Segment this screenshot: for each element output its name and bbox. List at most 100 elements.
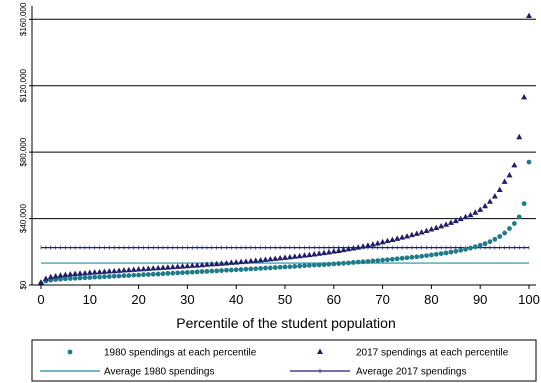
point-1980 [214, 268, 220, 274]
point-2017 [125, 266, 132, 273]
point-2017 [47, 273, 54, 280]
point-2017 [379, 238, 386, 245]
point-1980 [219, 268, 224, 273]
point-2017 [452, 217, 459, 224]
point-1980 [243, 266, 249, 272]
point-2017 [267, 256, 274, 262]
point-2017 [194, 262, 201, 268]
point-1980 [58, 276, 63, 282]
point-1980 [511, 221, 517, 226]
point-1980 [443, 250, 449, 256]
point-1980 [272, 265, 278, 270]
point-2017 [77, 270, 84, 276]
point-2017 [364, 242, 371, 248]
x-axis-title: Percentile of the student population [176, 315, 396, 331]
point-2017 [526, 12, 532, 18]
x-tick-label: 60 [327, 292, 341, 307]
point-2017 [160, 264, 166, 270]
point-1980 [199, 269, 205, 274]
point-1980 [507, 226, 512, 231]
point-2017 [408, 231, 415, 238]
point-2017 [96, 268, 103, 275]
point-1980 [516, 214, 522, 220]
point-2017 [81, 269, 88, 276]
point-1980 [92, 274, 98, 280]
point-1980 [477, 242, 483, 248]
point-1980 [102, 274, 107, 280]
gridlines [32, 18, 536, 220]
point-2017 [86, 269, 93, 275]
point-2017 [428, 226, 435, 232]
point-2017 [345, 245, 352, 252]
legend: 1980 spendings at each percentile 2017 sp… [31, 339, 537, 382]
point-1980 [77, 275, 83, 281]
x-tick-label: 30 [180, 292, 194, 307]
point-2017 [111, 267, 118, 274]
point-1980 [180, 270, 185, 276]
point-1980 [267, 265, 273, 271]
point-1980 [463, 246, 468, 252]
point-2017 [369, 241, 376, 247]
point-2017 [330, 248, 337, 254]
point-1980 [121, 273, 127, 279]
point-2017 [521, 93, 528, 100]
point-2017 [208, 261, 215, 267]
point-1980 [375, 258, 381, 263]
point-1980 [487, 239, 493, 245]
point-2017 [91, 269, 98, 275]
point-2017 [506, 171, 513, 178]
point-2017 [443, 221, 450, 227]
point-1980 [141, 272, 146, 278]
point-2017 [62, 271, 69, 278]
x-tick-label: 80 [424, 292, 438, 307]
point-1980 [233, 267, 239, 273]
point-1980 [238, 267, 244, 272]
point-2017 [218, 260, 225, 266]
point-1980 [336, 261, 342, 266]
point-2017 [169, 263, 176, 270]
point-1980 [106, 274, 112, 279]
point-2017 [179, 263, 186, 269]
x-tick-label: 70 [375, 292, 389, 307]
point-2017 [335, 247, 342, 253]
point-2017 [277, 255, 284, 261]
point-2017 [155, 264, 162, 271]
point-2017 [311, 251, 318, 257]
point-2017 [374, 240, 381, 246]
point-1980 [277, 264, 283, 270]
point-2017 [447, 219, 454, 225]
point-1980 [492, 236, 498, 242]
point-2017 [472, 209, 479, 215]
point-2017 [242, 258, 249, 264]
point-1980 [360, 259, 366, 265]
point-1980 [321, 262, 327, 267]
point-1980 [429, 252, 434, 258]
point-2017 [355, 244, 362, 250]
point-1980 [497, 234, 503, 239]
point-2017 [130, 266, 137, 272]
point-1980 [209, 268, 215, 274]
point-1980 [458, 247, 464, 253]
point-2017 [486, 198, 493, 204]
point-2017 [394, 235, 401, 241]
y-tick-label: $120,000 [19, 68, 28, 102]
point-1980 [433, 251, 439, 257]
point-2017 [203, 261, 210, 267]
point-1980 [365, 259, 371, 264]
point-1980 [468, 245, 473, 251]
point-2017 [384, 237, 391, 244]
point-2017 [120, 267, 127, 273]
point-2017 [223, 260, 230, 266]
y-tick-label: $0 [19, 280, 28, 289]
point-1980 [409, 254, 415, 260]
x-tick-label: 10 [83, 292, 97, 307]
y-tick-label: $40,000 [19, 204, 28, 233]
legend-box [31, 339, 537, 382]
point-2017 [199, 261, 206, 268]
point-1980 [482, 241, 488, 247]
point-1980 [424, 253, 429, 259]
point-1980 [399, 255, 405, 261]
point-2017 [477, 206, 484, 212]
point-2017 [228, 259, 235, 265]
